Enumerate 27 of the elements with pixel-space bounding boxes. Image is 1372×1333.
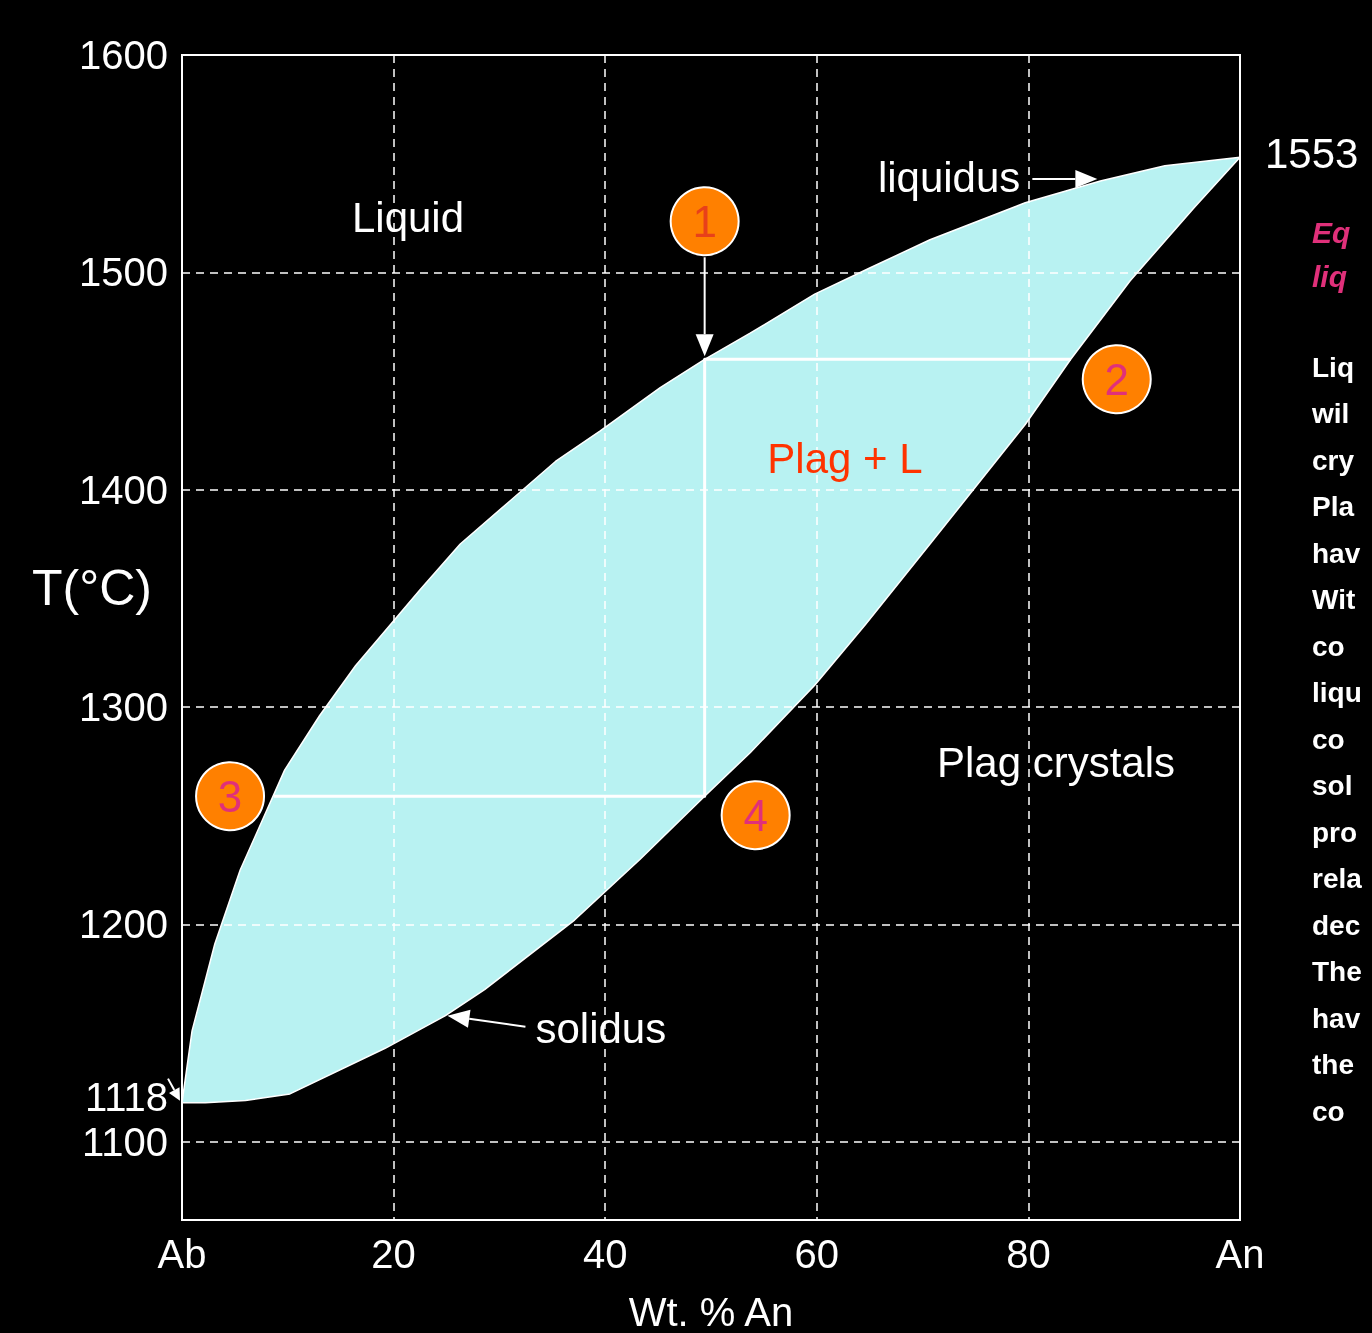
x-tick-label: 60	[794, 1232, 840, 1276]
annotation: Liquid	[351, 193, 465, 241]
x-tick-label: 80	[1006, 1232, 1051, 1276]
x-tick-label: 40	[582, 1232, 628, 1276]
y-tick-label: 1400	[79, 467, 168, 512]
text: Eq liq	[1312, 215, 1351, 293]
y-axis-title: T(°C)	[32, 559, 152, 616]
annotation: 1553	[1265, 129, 1359, 177]
x-axis-title: Wt. % An	[628, 1290, 794, 1333]
annotation: 3	[217, 771, 243, 821]
annotation: 1	[692, 196, 717, 246]
x-tick-label: An	[1215, 1232, 1265, 1276]
annotation: solidus	[535, 1005, 667, 1053]
annotation: 4	[743, 790, 768, 840]
annotation: 2	[1104, 354, 1129, 404]
annotation: Plag crystals	[936, 738, 1176, 786]
y-tick-label: 1300	[79, 685, 168, 730]
y-tick-label: 1200	[79, 902, 168, 947]
annotation: Plag + L	[767, 434, 923, 482]
x-tick-label: 20	[371, 1232, 416, 1276]
x-tick-label: Ab	[157, 1232, 207, 1276]
y-tick-label: 1118	[84, 1074, 168, 1119]
y-tick-label: 1500	[79, 250, 168, 295]
text: Liq wil cry Pla hav Wit co liqu co sol pro rela dec The hav the co	[1312, 351, 1362, 1127]
annotation: liquidus	[877, 153, 1021, 201]
y-tick-label: 1600	[79, 33, 168, 77]
y-tick-label: 1100	[81, 1119, 168, 1164]
